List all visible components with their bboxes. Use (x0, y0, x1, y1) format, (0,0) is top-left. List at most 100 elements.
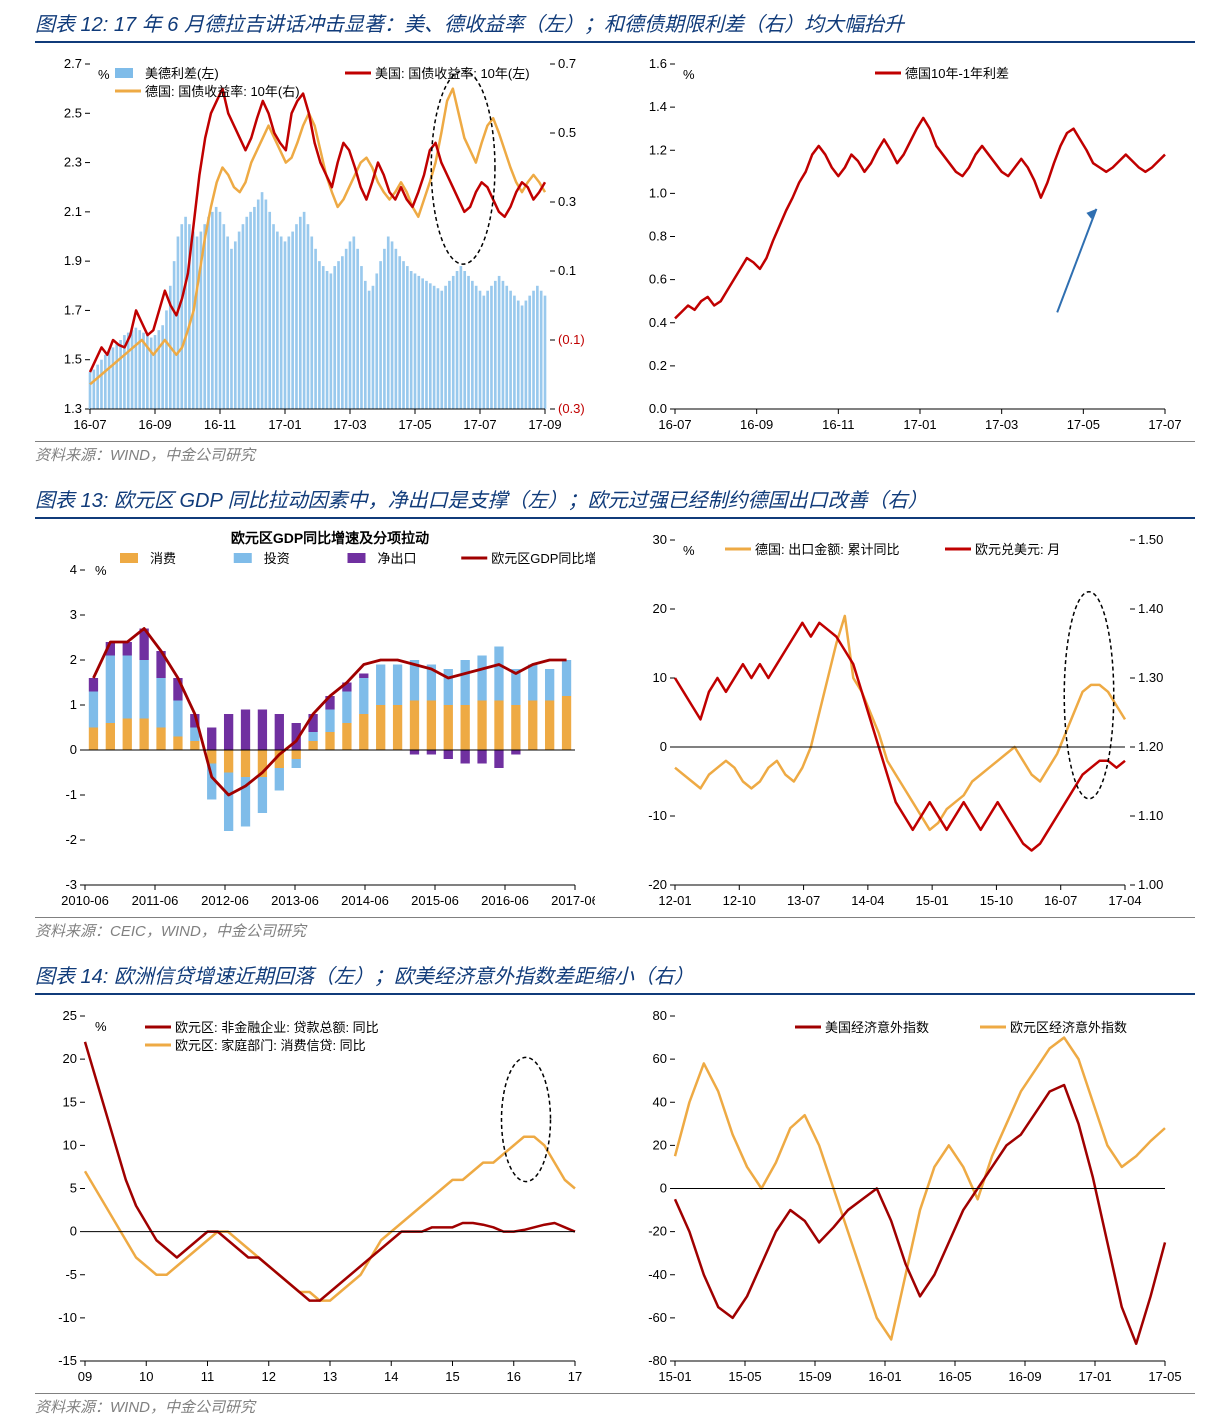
svg-text:德国: 出口金额: 累计同比: 德国: 出口金额: 累计同比 (755, 542, 899, 557)
svg-text:0.1: 0.1 (558, 263, 576, 278)
svg-text:5: 5 (70, 1181, 77, 1196)
svg-text:16-09: 16-09 (740, 417, 773, 432)
svg-text:净出口: 净出口 (378, 551, 417, 566)
svg-text:%: % (683, 67, 695, 82)
svg-text:-1: -1 (65, 787, 77, 802)
svg-text:2015-06: 2015-06 (411, 893, 459, 908)
svg-text:1.30: 1.30 (1138, 670, 1163, 685)
svg-text:%: % (98, 67, 110, 82)
svg-text:2.5: 2.5 (64, 105, 82, 120)
svg-text:1.5: 1.5 (64, 352, 82, 367)
svg-text:10: 10 (63, 1137, 77, 1152)
svg-text:2.1: 2.1 (64, 204, 82, 219)
svg-text:10: 10 (139, 1369, 153, 1384)
svg-text:2016-06: 2016-06 (481, 893, 529, 908)
svg-text:16-01: 16-01 (868, 1369, 901, 1384)
svg-text:17-09: 17-09 (528, 417, 561, 432)
svg-text:%: % (683, 543, 695, 558)
fig13-left-panel: %欧元区GDP同比增速及分项拉动-3-2-1012342010-062011-0… (35, 525, 595, 915)
svg-text:13: 13 (323, 1369, 337, 1384)
svg-text:(0.1): (0.1) (558, 332, 585, 347)
svg-text:17-05: 17-05 (1067, 417, 1100, 432)
svg-text:2: 2 (70, 652, 77, 667)
svg-text:0: 0 (70, 742, 77, 757)
svg-text:-40: -40 (648, 1267, 667, 1282)
svg-text:消费: 消费 (150, 551, 176, 566)
svg-text:欧元区: 非金融企业: 贷款总额: 同比: 欧元区: 非金融企业: 贷款总额: 同比 (175, 1020, 379, 1035)
svg-text:14-04: 14-04 (851, 893, 884, 908)
svg-text:17-03: 17-03 (985, 417, 1018, 432)
svg-text:40: 40 (653, 1094, 667, 1109)
svg-text:2011-06: 2011-06 (132, 893, 179, 908)
svg-text:25: 25 (63, 1008, 77, 1023)
svg-text:0: 0 (70, 1224, 77, 1239)
svg-text:0: 0 (660, 739, 667, 754)
fig12-left-panel: %1.31.51.71.92.12.32.52.7(0.3)(0.1)0.10.… (35, 49, 595, 439)
fig14-right-panel: -80-60-40-2002040608015-0115-0515-0916-0… (625, 1001, 1185, 1391)
svg-text:0.3: 0.3 (558, 194, 576, 209)
figure-13: 图表 13: 欧元区 GDP 同比拉动因素中，净出口是支撑（左）；欧元过强已经制… (0, 476, 1230, 952)
svg-text:投资: 投资 (264, 551, 290, 566)
svg-text:欧元区GDP同比增速: 欧元区GDP同比增速 (491, 551, 595, 566)
svg-text:1.9: 1.9 (64, 253, 82, 268)
svg-text:1.6: 1.6 (649, 56, 667, 71)
figure-12-title: 图表 12: 17 年 6 月德拉吉讲话冲击显著：美、德收益率（左）；和德债期限… (35, 0, 1195, 43)
figure-13-title: 图表 13: 欧元区 GDP 同比拉动因素中，净出口是支撑（左）；欧元过强已经制… (35, 476, 1195, 519)
svg-text:0.4: 0.4 (649, 315, 667, 330)
svg-text:15-09: 15-09 (798, 1369, 831, 1384)
svg-text:20: 20 (63, 1051, 77, 1066)
svg-text:-15: -15 (58, 1353, 77, 1368)
svg-text:17-01: 17-01 (903, 417, 936, 432)
svg-text:-20: -20 (648, 877, 667, 892)
svg-text:1.10: 1.10 (1138, 808, 1163, 823)
svg-text:%: % (95, 563, 107, 578)
svg-text:0.6: 0.6 (649, 272, 667, 287)
svg-text:60: 60 (653, 1051, 667, 1066)
svg-text:-3: -3 (65, 877, 77, 892)
svg-text:80: 80 (653, 1008, 667, 1023)
svg-text:-80: -80 (648, 1353, 667, 1368)
svg-text:10: 10 (653, 670, 667, 685)
svg-text:16-05: 16-05 (938, 1369, 971, 1384)
svg-text:17-01: 17-01 (268, 417, 301, 432)
svg-text:1.0: 1.0 (649, 185, 667, 200)
svg-text:2.7: 2.7 (64, 56, 82, 71)
svg-text:14: 14 (384, 1369, 398, 1384)
svg-text:0.5: 0.5 (558, 125, 576, 140)
svg-text:-10: -10 (648, 808, 667, 823)
svg-text:16-07: 16-07 (658, 417, 691, 432)
svg-text:16-07: 16-07 (1044, 893, 1077, 908)
svg-text:2.3: 2.3 (64, 155, 82, 170)
svg-text:15: 15 (63, 1094, 77, 1109)
svg-text:0.7: 0.7 (558, 56, 576, 71)
svg-text:30: 30 (653, 532, 667, 547)
svg-text:16-11: 16-11 (822, 417, 854, 432)
svg-text:1.40: 1.40 (1138, 601, 1163, 616)
svg-text:12: 12 (262, 1369, 276, 1384)
svg-text:17: 17 (568, 1369, 582, 1384)
svg-text:1.20: 1.20 (1138, 739, 1163, 754)
svg-text:15-05: 15-05 (728, 1369, 761, 1384)
svg-text:20: 20 (653, 1137, 667, 1152)
fig12-right-panel: %0.00.20.40.60.81.01.21.41.616-0716-0916… (625, 49, 1185, 439)
svg-text:(0.3): (0.3) (558, 401, 585, 416)
svg-text:3: 3 (70, 607, 77, 622)
svg-text:2014-06: 2014-06 (341, 893, 389, 908)
svg-text:09: 09 (78, 1369, 92, 1384)
figure-14-title: 图表 14: 欧洲信贷增速近期回落（左）；欧美经济意外指数差距缩小（右） (35, 952, 1195, 995)
svg-text:1: 1 (70, 697, 77, 712)
svg-text:0: 0 (660, 1181, 667, 1196)
svg-text:-20: -20 (648, 1224, 667, 1239)
svg-text:1.00: 1.00 (1138, 877, 1163, 892)
svg-text:13-07: 13-07 (787, 893, 820, 908)
figure-12-source: 资料来源：WIND，中金公司研究 (35, 441, 1195, 471)
figure-12: 图表 12: 17 年 6 月德拉吉讲话冲击显著：美、德收益率（左）；和德债期限… (0, 0, 1230, 476)
fig13-right-panel: %-20-1001020301.001.101.201.301.401.5012… (625, 525, 1185, 915)
svg-text:11: 11 (201, 1369, 215, 1384)
svg-text:12-01: 12-01 (658, 893, 691, 908)
svg-text:2017-06: 2017-06 (551, 893, 595, 908)
svg-text:17-04: 17-04 (1108, 893, 1141, 908)
svg-text:17-07: 17-07 (1148, 417, 1181, 432)
svg-text:0.8: 0.8 (649, 229, 667, 244)
svg-text:欧元区GDP同比增速及分项拉动: 欧元区GDP同比增速及分项拉动 (231, 530, 429, 546)
